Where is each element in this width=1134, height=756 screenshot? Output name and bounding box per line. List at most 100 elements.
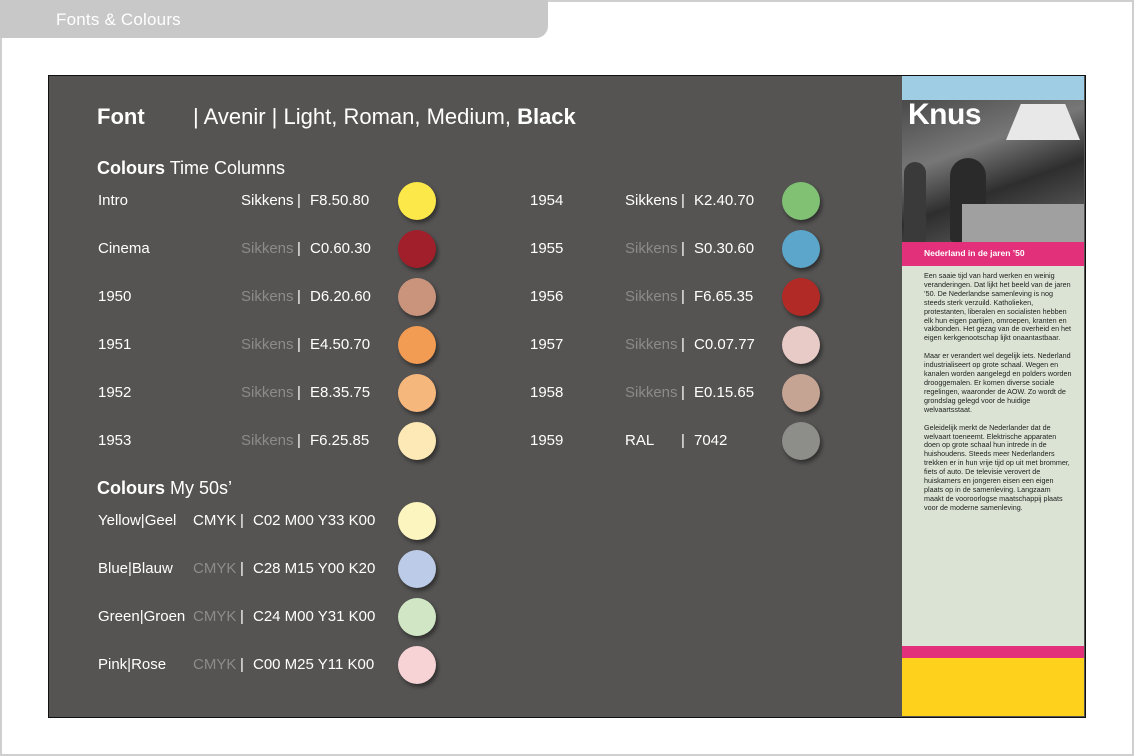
header-tab: Fonts & Colours [0,0,548,38]
font-spec-weights: | Avenir | Light, Roman, Medium, [193,104,518,129]
colour-swatch [398,422,436,460]
separator: | [240,656,244,673]
colour-swatch [398,278,436,316]
colour-swatch [782,326,820,364]
separator: | [297,240,301,257]
separator: | [297,384,301,401]
panel-subtitle-band: Nederland in de jaren ’50 [902,242,1084,266]
row-label: 1951 [98,336,132,353]
style-board: Font | Avenir | Light, Roman, Medium, Bl… [48,75,1086,718]
brand-label: CMYK [193,608,237,625]
row-label: 1954 [530,192,564,209]
brand-label: Sikkens [241,432,294,449]
header-title: Fonts & Colours [56,10,181,29]
colour-code: C24 M00 Y31 K00 [253,608,376,625]
colour-code: D6.20.60 [310,288,371,305]
separator: | [681,240,685,257]
colour-code: F6.25.85 [310,432,370,449]
colour-swatch [398,598,436,636]
time-columns-heading-rest: Time Columns [165,158,286,178]
my50s-heading-rest: My 50s’ [165,478,233,498]
colour-code: E8.35.75 [310,384,371,401]
brand-label: Sikkens [625,192,678,209]
brand-label: RAL [625,432,655,449]
panel-photo [902,100,1084,242]
panel-title: Knus [908,98,982,131]
brand-label: Sikkens [625,288,678,305]
row-label: Green|Groen [98,608,186,625]
row-label: 1956 [530,288,564,305]
colour-swatch [398,182,436,220]
brand-label: CMYK [193,512,237,529]
photo-table [962,204,1084,242]
row-label: 1953 [98,432,132,449]
brand-label: Sikkens [241,240,294,257]
brand-label: Sikkens [241,384,294,401]
separator: | [240,512,244,529]
colour-code: E4.50.70 [310,336,371,353]
separator: | [681,432,685,449]
row-label: 1957 [530,336,564,353]
panel-bottom-yellow-band [902,658,1084,716]
panel-top-band [902,76,1084,100]
colour-code: C28 M15 Y00 K20 [253,560,376,577]
colour-swatch [398,502,436,540]
panel-paragraph: Een saaie tijd van hard werken en weinig… [924,271,1072,343]
row-label: Cinema [98,240,150,257]
separator: | [297,336,301,353]
colour-code: S0.30.60 [694,240,755,257]
separator: | [681,336,685,353]
colour-swatch [782,374,820,412]
separator: | [681,384,685,401]
colour-code: C0.60.30 [310,240,371,257]
font-label: Font [97,104,145,129]
separator: | [240,560,244,577]
row-label: Intro [98,192,129,209]
panel-body-text: Een saaie tijd van hard werken en weinig… [924,271,1072,522]
colour-code: C00 M25 Y11 K00 [253,656,375,673]
brand-label: Sikkens [625,384,678,401]
brand-label: Sikkens [625,336,678,353]
photo-figure-left [904,162,926,242]
panel-paragraph: Geleidelijk merkt de Nederlander dat de … [924,422,1070,512]
time-columns-heading: Colours Time Columns [97,158,285,179]
brand-label: CMYK [193,560,237,577]
colour-swatch [398,230,436,268]
colour-swatch [782,230,820,268]
exhibit-panel-preview: Knus Nederland in de jaren ’50 Een saaie… [902,76,1084,716]
row-label: 1950 [98,288,132,305]
font-spec: | Avenir | Light, Roman, Medium, Black [193,104,576,130]
panel-subtitle: Nederland in de jaren ’50 [924,248,1025,258]
separator: | [297,288,301,305]
colour-code: F6.65.35 [694,288,754,305]
colour-swatch [782,422,820,460]
colour-code: K2.40.70 [694,192,755,209]
row-label: 1959 [530,432,564,449]
separator: | [297,432,301,449]
lamp-shade [1006,104,1080,140]
separator: | [240,608,244,625]
brand-label: Sikkens [241,192,294,209]
row-label: Blue|Blauw [98,560,173,577]
colour-code: F8.50.80 [310,192,370,209]
colour-swatch [398,646,436,684]
colour-swatch [398,326,436,364]
my50s-heading: Colours My 50s’ [97,478,232,499]
separator: | [681,288,685,305]
brand-label: Sikkens [241,288,294,305]
row-label: Yellow|Geel [98,512,177,529]
colour-swatch [782,278,820,316]
colour-code: 7042 [694,432,728,449]
colour-code: E0.15.65 [694,384,755,401]
colour-code: C0.07.77 [694,336,755,353]
colour-swatch [398,550,436,588]
row-label: 1952 [98,384,132,401]
row-label: 1955 [530,240,564,257]
row-label: Pink|Rose [98,656,167,673]
panel-paragraph: Maar er verandert wel degelijk iets. Ned… [924,351,1072,414]
brand-label: CMYK [193,656,237,673]
colour-swatch [398,374,436,412]
my50s-heading-bold: Colours [97,478,166,498]
separator: | [297,192,301,209]
